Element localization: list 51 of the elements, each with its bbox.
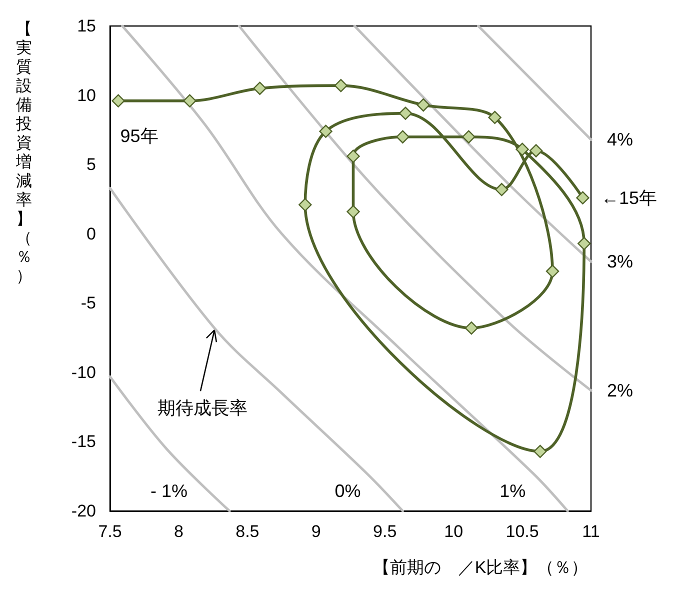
x-tick-label: 11	[582, 522, 600, 541]
line-series	[108, 186, 404, 512]
x-tick-label: 9.5	[373, 522, 397, 541]
point	[516, 142, 529, 156]
y-tick-label: 15	[77, 16, 96, 36]
point	[396, 130, 410, 144]
point	[112, 94, 125, 108]
y-tick-label: -10	[71, 362, 96, 382]
y-tick-label: 10	[77, 86, 96, 105]
y-tick-label: 0	[86, 224, 96, 244]
x-axis-title: 【前期の ／K比率】（％）	[372, 558, 588, 577]
point	[464, 321, 478, 335]
series-label: 3%	[607, 252, 634, 272]
x-tick-label: 10	[444, 522, 464, 541]
series-label: 0%	[334, 481, 361, 501]
point	[298, 198, 312, 212]
annotation: ←15年	[601, 188, 658, 208]
series-label: 1%	[500, 481, 526, 501]
point	[462, 130, 476, 144]
line-series	[238, 24, 592, 392]
y-tick-label: -5	[80, 294, 96, 313]
x-tick-label: 10.5	[506, 522, 539, 541]
point	[529, 144, 543, 158]
point	[578, 236, 591, 250]
point	[334, 78, 348, 92]
point	[495, 182, 508, 196]
point	[488, 110, 502, 124]
series-label: 2%	[607, 380, 634, 400]
x-tick-label: 7.5	[98, 522, 122, 541]
line-series	[121, 24, 569, 512]
point	[183, 94, 196, 108]
x-tick-label: 8	[174, 522, 184, 541]
y-tick-label: -15	[71, 432, 96, 452]
x-tick-label: 9	[311, 522, 321, 541]
point	[576, 191, 590, 204]
point	[253, 82, 266, 95]
annotation: 95年	[120, 126, 158, 146]
y-tick-label: 5	[86, 155, 96, 174]
point	[534, 444, 547, 458]
point	[346, 150, 360, 163]
y-tick-label: -20	[71, 502, 96, 520]
text: 【実質設備投資増減率】（％）	[16, 21, 32, 285]
point	[416, 98, 430, 112]
point	[346, 205, 360, 218]
series-label: 4%	[607, 130, 634, 150]
point	[398, 106, 412, 120]
series-label: - 1%	[150, 481, 188, 501]
point	[319, 124, 332, 138]
point	[546, 264, 560, 278]
annotation: 期待成長率	[157, 398, 248, 418]
x-tick-label: 8.5	[236, 522, 260, 541]
